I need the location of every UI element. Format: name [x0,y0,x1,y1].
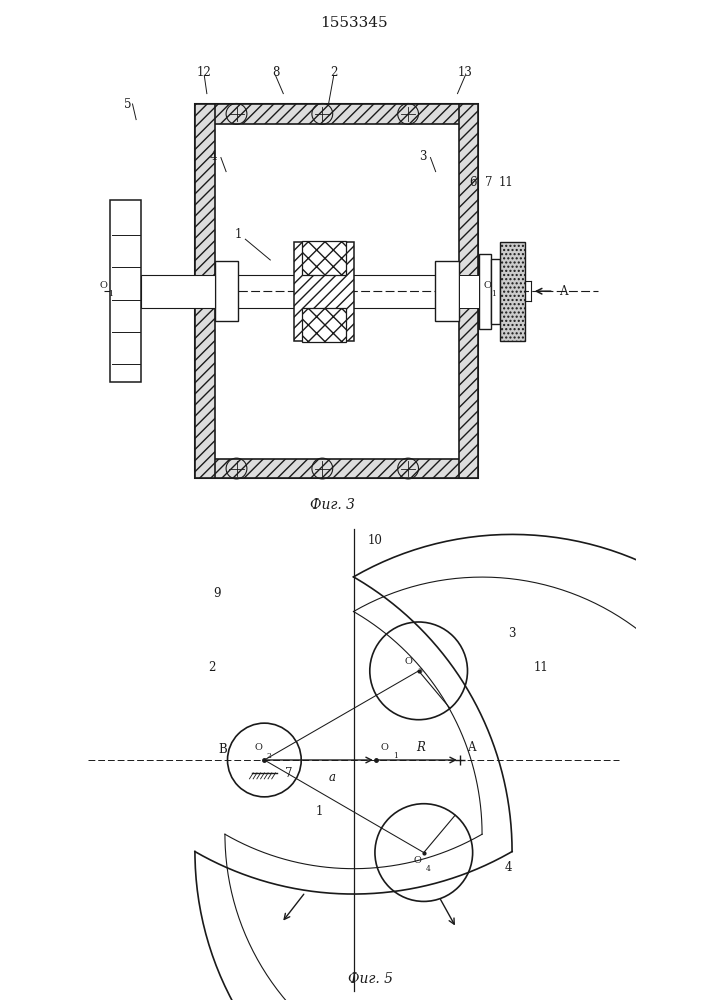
Text: 10: 10 [367,534,382,547]
Bar [459,275,479,308]
Text: 4: 4 [209,149,217,162]
Text: O: O [254,743,262,752]
Text: a: a [329,771,336,784]
Bar [195,104,479,478]
Text: 2: 2 [330,66,337,79]
Text: 4: 4 [426,865,431,873]
Text: R: R [416,741,425,754]
Text: 3: 3 [419,149,426,162]
Text: O: O [381,743,389,752]
Text: 12: 12 [197,66,211,79]
Text: 1553345: 1553345 [320,16,387,30]
Text: 3: 3 [417,667,422,675]
Text: 4: 4 [504,861,512,874]
Bar [301,308,346,342]
Bar [479,253,491,329]
Bar [215,261,238,321]
Text: 3: 3 [508,627,515,640]
Text: Фиг. 3: Фиг. 3 [310,498,355,512]
Text: 1: 1 [316,805,323,818]
Text: 1: 1 [393,752,398,760]
Text: 1: 1 [107,290,112,298]
Bar [435,261,459,321]
Bar [293,242,354,341]
Bar [500,242,525,341]
Text: O: O [414,856,421,865]
Text: Фиг. 5: Фиг. 5 [348,972,393,986]
Text: 2: 2 [208,661,215,674]
Text: 1: 1 [491,290,496,298]
Bar [459,104,479,478]
Text: O: O [100,282,108,290]
Text: 6: 6 [469,176,477,188]
Text: 11: 11 [534,661,548,674]
Text: 5: 5 [124,98,131,110]
Text: O: O [483,282,491,290]
Bar [195,459,479,478]
Text: 8: 8 [271,66,279,79]
Text: B: B [218,743,227,756]
Text: O: O [405,657,413,666]
Text: 11: 11 [498,176,513,188]
Text: 9: 9 [213,587,221,600]
Text: 7: 7 [285,767,293,780]
Bar [141,275,215,308]
Text: A: A [467,741,475,754]
Bar [301,241,346,275]
Text: 7: 7 [485,176,493,188]
Bar [195,104,479,124]
Bar [110,200,141,382]
Text: 2: 2 [266,752,271,760]
Text: 13: 13 [458,66,473,79]
Bar [491,259,500,324]
Text: 1: 1 [235,228,242,240]
Bar [195,104,215,478]
Text: A: A [559,285,567,298]
